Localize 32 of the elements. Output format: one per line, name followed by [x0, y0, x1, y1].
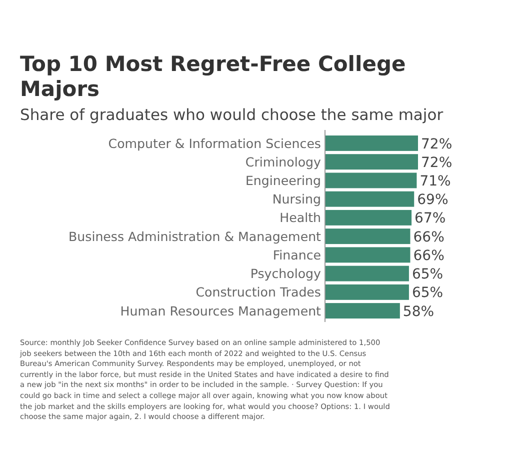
chart-subtitle: Share of graduates who would choose the same major [20, 106, 444, 124]
data-label: 69% [417, 192, 448, 208]
data-label: 67% [414, 210, 446, 227]
data-label: 58% [402, 304, 434, 320]
bar [325, 247, 410, 263]
y-tick-label: Business Administration & Management [68, 228, 322, 244]
data-label: 72% [421, 136, 452, 152]
bar [325, 303, 400, 319]
data-label: 66% [413, 229, 444, 246]
bar [325, 191, 414, 207]
data-label: 65% [412, 266, 444, 283]
y-tick-label: Computer & Information Sciences [108, 136, 321, 151]
bar [325, 210, 412, 226]
bar [325, 135, 418, 151]
y-tick-label: Psychology [250, 266, 322, 282]
data-label: 71% [420, 173, 451, 190]
y-tick-label: Nursing [272, 192, 321, 207]
bar [325, 228, 410, 244]
chart-title: Top 10 Most Regret-Free College Majors [20, 52, 407, 102]
data-label: 66% [413, 248, 444, 264]
y-tick-label: Engineering [245, 172, 321, 188]
data-label: 72% [421, 154, 452, 171]
y-tick-label: Finance [272, 247, 322, 262]
y-tick-label: Health [280, 210, 321, 226]
y-tick-label: Construction Trades [196, 284, 321, 300]
bar [325, 154, 418, 170]
bar [325, 266, 409, 282]
y-tick-label: Criminology [245, 154, 322, 170]
bar [325, 172, 417, 188]
data-label: 65% [412, 285, 444, 302]
y-tick-label: Human Resources Management [120, 303, 322, 318]
bar [325, 284, 409, 300]
